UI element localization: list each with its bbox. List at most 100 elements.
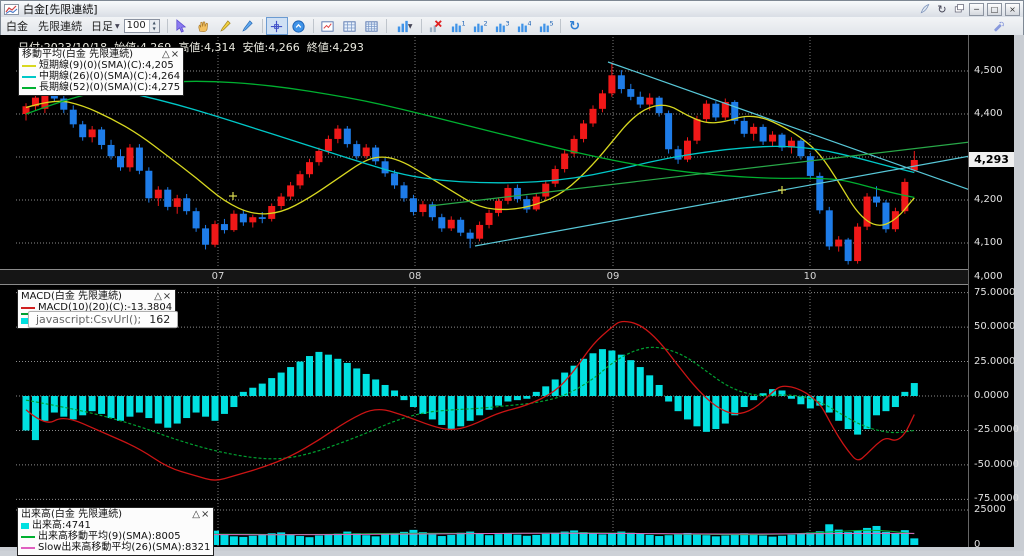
legend-close-icon[interactable]: ×	[201, 509, 211, 520]
candle-up	[447, 219, 455, 229]
macd-histogram-bar	[343, 362, 351, 396]
indicator-preset-3-button[interactable]: 3	[491, 17, 513, 35]
macd-histogram-bar	[362, 373, 370, 396]
macd-histogram-bar	[50, 396, 58, 413]
volume-legend-title: 出来高(白金 先限連続)	[21, 509, 122, 520]
volume-bar	[248, 535, 257, 545]
macd-histogram-bar	[88, 396, 96, 412]
candle-down	[400, 185, 408, 199]
grid-large-button[interactable]	[361, 17, 383, 35]
clear-indicator-button[interactable]	[425, 17, 447, 35]
select-cursor-button[interactable]	[171, 17, 193, 35]
title-bar[interactable]: 白金[先限連続] ↻ ─ □ ×	[1, 1, 1023, 18]
trendline[interactable]	[607, 61, 968, 190]
candle-up	[589, 108, 597, 124]
legend-collapse-icon[interactable]: △	[154, 291, 163, 302]
price-axis[interactable]: 4,5004,4004,3004,2004,1004,00075.000050.…	[968, 35, 1019, 550]
legend-collapse-icon[interactable]: △	[162, 49, 171, 60]
macd-histogram-bar	[372, 379, 380, 396]
volume-bar	[759, 535, 768, 545]
candle-down	[844, 239, 852, 262]
volume-bar	[418, 532, 427, 545]
macd-histogram-bar	[674, 396, 682, 412]
stepper-down-icon[interactable]: ▼	[149, 26, 159, 32]
volume-bar	[692, 534, 701, 545]
macd-histogram-bar	[598, 349, 606, 396]
indicator-preset-2-button[interactable]: 2	[469, 17, 491, 35]
candle-up	[419, 204, 427, 213]
minimize-button[interactable]: ─	[969, 2, 984, 16]
macd-histogram-bar	[287, 367, 295, 396]
volume-bar	[607, 532, 616, 545]
close-button[interactable]: ×	[1005, 2, 1020, 16]
indicator-preset-1-button[interactable]: 1	[447, 17, 469, 35]
crosshair-button[interactable]	[265, 17, 288, 35]
line-draw-button[interactable]	[237, 17, 259, 35]
candle-up	[551, 169, 559, 184]
volume-bar	[296, 536, 305, 545]
legend-row: MACD(10)(20)(C):-13.3804	[21, 302, 172, 313]
indicator-preset-4-button[interactable]: 4	[513, 17, 535, 35]
reload-button[interactable]: ↻	[564, 17, 586, 35]
settings-button[interactable]	[987, 17, 1009, 35]
hand-pan-button[interactable]	[193, 17, 215, 35]
macd-histogram-bar	[60, 396, 68, 417]
volume-bar	[362, 535, 371, 545]
macd-histogram-bar	[381, 384, 389, 396]
volume-bar	[749, 534, 758, 545]
candle-down	[372, 147, 380, 162]
timeframe-dropdown[interactable]: 日足 ▼	[91, 20, 120, 33]
cascade-icon[interactable]	[952, 3, 966, 15]
macd-histogram-bar	[806, 396, 814, 409]
volume-bar	[834, 529, 843, 545]
trendline[interactable]	[474, 155, 968, 247]
new-chart-button[interactable]	[317, 17, 339, 35]
pencil-draw-button[interactable]	[215, 17, 237, 35]
indicator-preset-5-button[interactable]: 5	[535, 17, 557, 35]
macd-histogram-bar	[570, 365, 578, 396]
macd-histogram-bar	[844, 396, 852, 430]
legend-close-icon[interactable]: ×	[170, 49, 181, 60]
bar-count-stepper[interactable]: 100 ▲ ▼	[123, 19, 160, 33]
candle-down	[135, 147, 143, 171]
candle-down	[665, 113, 673, 150]
candle-up	[173, 198, 181, 207]
volume-bar	[503, 532, 512, 545]
macd-axis-label: 0.0000	[974, 390, 1009, 401]
candle-up	[769, 134, 777, 142]
legend-close-icon[interactable]: ×	[162, 291, 173, 302]
contract-label: 先限連続	[38, 20, 82, 33]
volume-bar	[570, 530, 579, 545]
candle-up	[495, 200, 502, 213]
volume-bar	[324, 534, 333, 545]
cursor-icon	[176, 18, 187, 33]
new-chart-icon	[321, 20, 334, 32]
macd-histogram-bar	[655, 384, 663, 396]
svg-text:1: 1	[462, 19, 466, 27]
time-axis[interactable]: 07 08 09 10	[0, 269, 968, 285]
maximize-button[interactable]: □	[987, 2, 1002, 16]
snap-circle-icon	[292, 19, 305, 33]
legend-swatch	[22, 86, 36, 89]
macd-histogram-bar	[324, 354, 332, 396]
grid-small-button[interactable]	[339, 17, 361, 35]
candle-up	[787, 140, 795, 148]
macd-histogram-bar	[126, 396, 134, 417]
snap-button[interactable]	[288, 17, 310, 35]
legend-collapse-icon[interactable]: △	[192, 509, 201, 520]
toolbar: 白金 先限連続 日足 ▼ 100 ▲ ▼	[1, 17, 1023, 36]
trendline[interactable]	[429, 141, 968, 207]
macd-histogram-bar	[107, 396, 115, 419]
macd-histogram-bar	[409, 396, 417, 408]
volume-bar	[485, 535, 494, 545]
feather-icon[interactable]	[918, 3, 932, 15]
candle-up	[835, 239, 843, 247]
rotate-icon[interactable]: ↻	[937, 2, 947, 16]
candle-up	[504, 187, 512, 201]
bottom-edge-strip	[0, 547, 1014, 551]
volume-bar	[286, 534, 295, 545]
stepper-up-icon[interactable]: ▲	[149, 20, 159, 26]
bar-style-button[interactable]: ▼	[390, 17, 418, 35]
macd-axis-label: -25.0000	[974, 424, 1019, 436]
volume-bar	[475, 533, 484, 545]
